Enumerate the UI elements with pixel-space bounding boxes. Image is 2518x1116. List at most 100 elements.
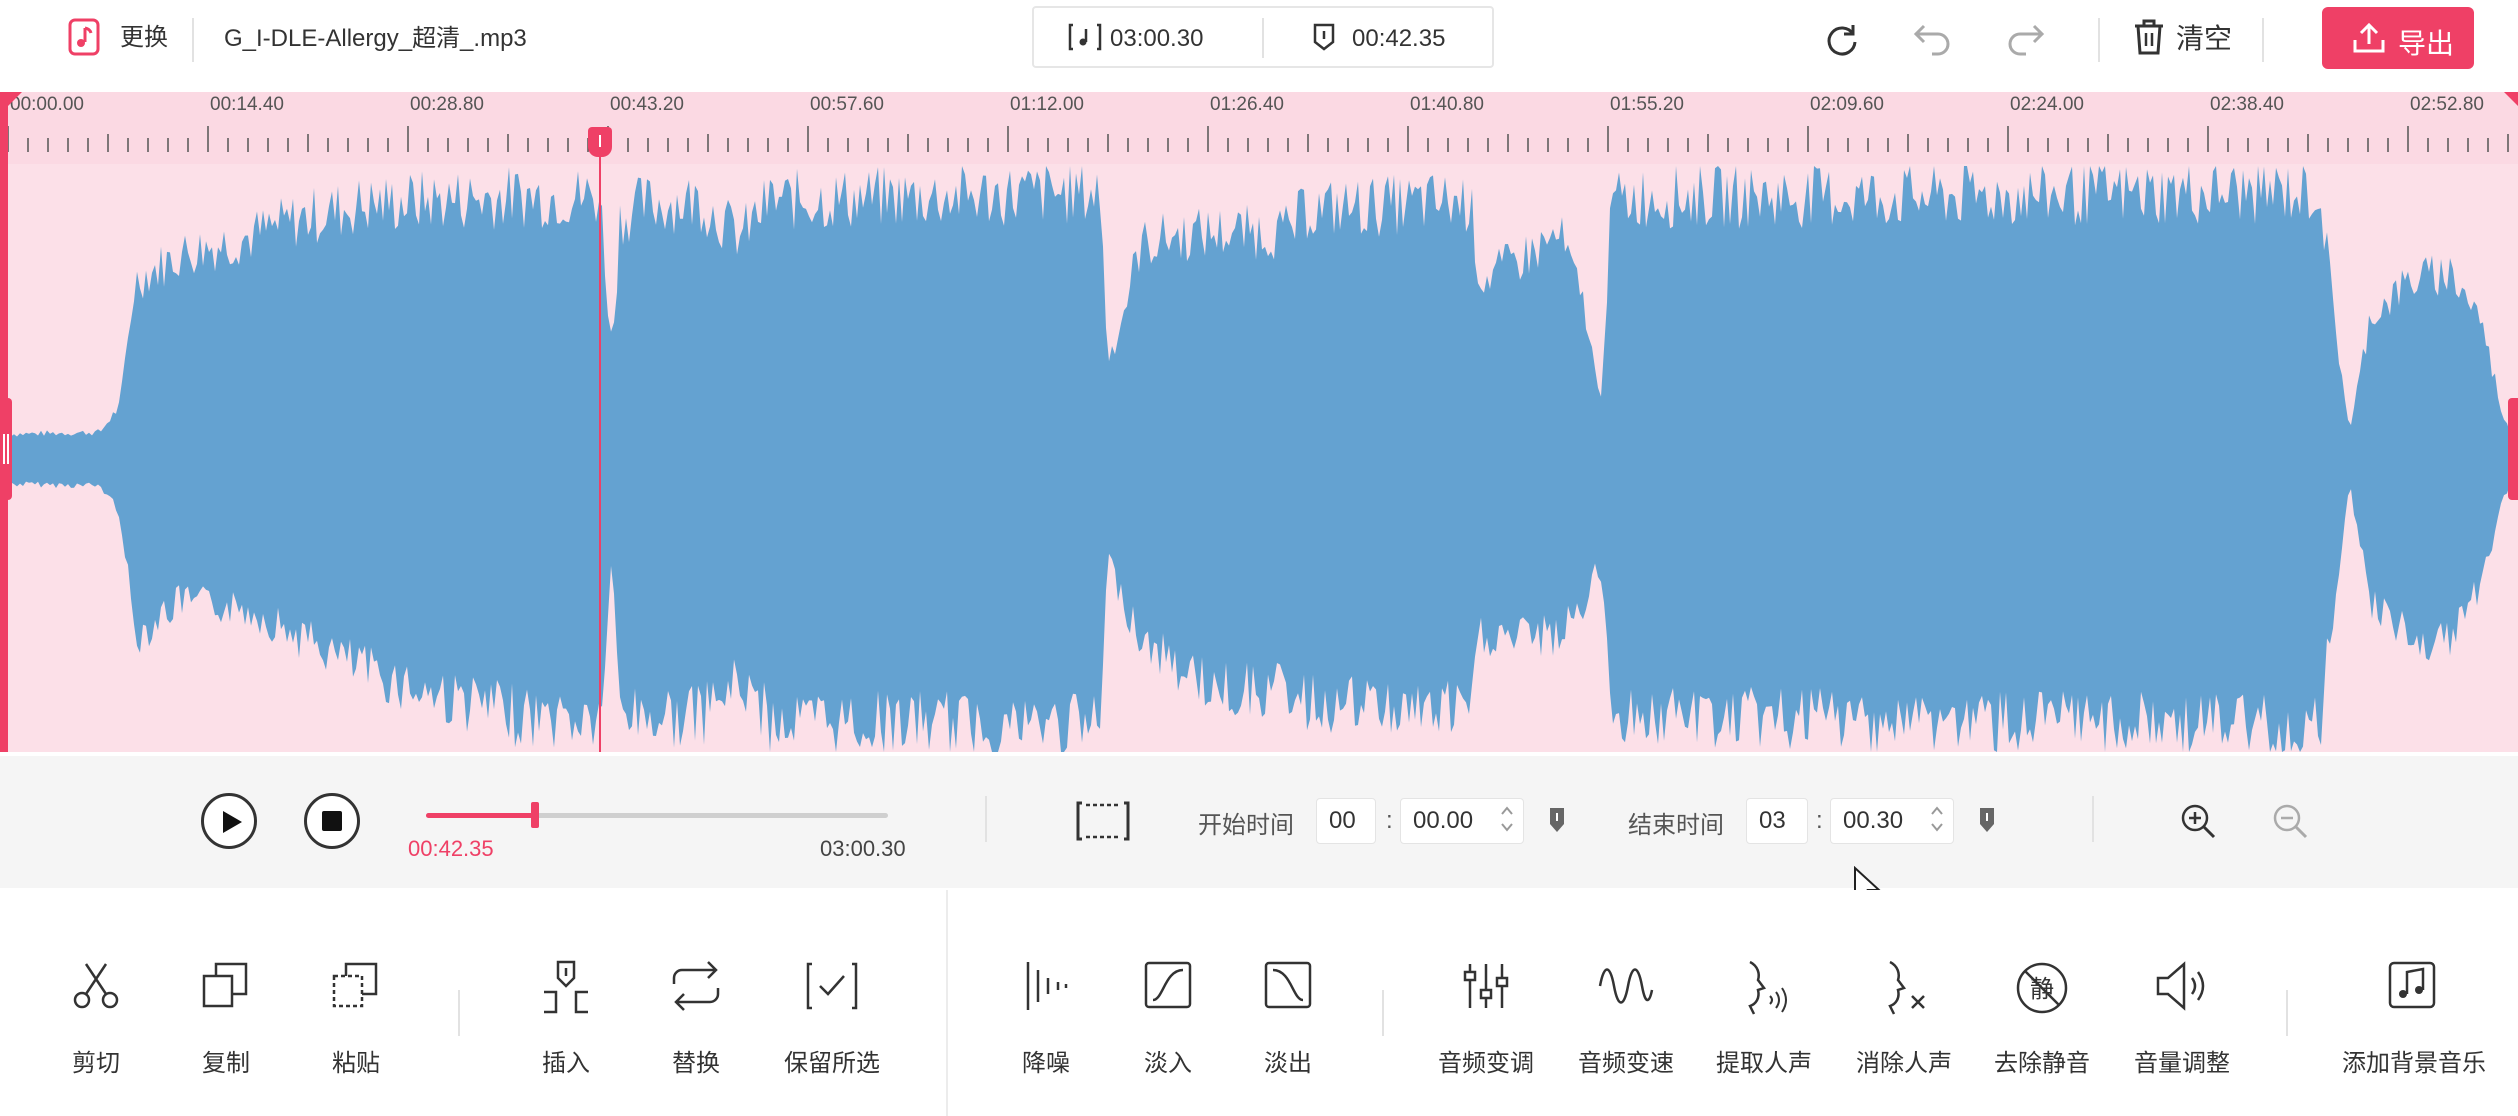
ruler-label: 00:28.80 [410,94,484,115]
remove-silence-tool[interactable]: 静 去除静音 [1972,960,2112,1080]
replace-label: 更换 [120,24,168,51]
undo-icon[interactable] [1912,22,1954,61]
add-bgm-label: 添加背景音乐 [2342,1050,2486,1077]
extract-vocal-tool[interactable]: 提取人声 [1694,960,1834,1080]
play-icon [223,811,242,833]
ruler-label: 00:00.00 [10,94,84,115]
total-duration-icon [1068,23,1102,56]
fade-out-tool[interactable]: 淡出 [1218,960,1358,1080]
paste-label: 粘贴 [332,1050,380,1077]
redo-icon[interactable] [2004,22,2046,61]
vocal-extract-icon [1748,960,1787,1015]
select-all-icon[interactable] [1076,800,1130,847]
start-stepper-icon[interactable] [1500,802,1514,841]
denoise-tool[interactable]: 降噪 [976,960,1116,1080]
swap-icon [672,961,720,1011]
music-file-icon [68,18,100,61]
divider [1262,18,1264,58]
ruler-label: 02:38.40 [2210,94,2284,115]
copy-label: 复制 [202,1050,250,1077]
start-second-field[interactable]: 00.00 [1400,798,1524,844]
time-ruler[interactable] [8,92,2518,164]
pitch-tool[interactable]: 音频变调 [1416,960,1556,1080]
ruler-label: 02:24.00 [2010,94,2084,115]
upload-icon [2352,22,2386,61]
export-label: 导出 [2398,28,2455,59]
clear-button[interactable]: 清空 [2132,18,2236,62]
fade-in-icon [1144,961,1192,1009]
end-stepper-icon[interactable] [1930,802,1944,841]
start-minute-field[interactable]: 00 [1316,798,1376,844]
ruler-label: 00:14.40 [210,94,284,115]
file-name: G_I-DLE-Allergy_超清_.mp3 [224,25,527,52]
play-button[interactable] [201,793,257,849]
ruler-label: 01:26.40 [1210,94,1284,115]
remove-vocal-label: 消除人声 [1856,1050,1952,1077]
fade-in-label: 淡入 [1144,1050,1192,1077]
clear-label: 清空 [2176,23,2233,54]
denoise-label: 降噪 [1022,1050,1070,1077]
wave-icon [1598,968,1654,1004]
playhead-line [599,128,601,752]
edit-toolbar [0,890,2518,1116]
volume-tool[interactable]: 音量调整 [2112,960,2252,1080]
silence-glyph: 静 [2030,975,2054,1003]
copy-icon [202,962,248,1008]
denoise-icon [1026,962,1068,1010]
paste-icon [332,962,378,1008]
fade-out-label: 淡出 [1264,1050,1312,1077]
playhead-handle[interactable] [588,127,612,157]
insert-icon [544,960,588,1014]
fade-out-icon [1264,961,1312,1009]
selection-end-handle[interactable] [2508,398,2518,500]
time-info-box: 03:00.30 00:42.35 [1032,6,1494,68]
cursor-time: 00:42.35 [1352,25,1446,52]
progress-handle[interactable] [530,802,539,828]
volume-icon [2156,961,2205,1011]
panel-divider [946,890,948,1116]
set-start-marker-icon[interactable] [1548,806,1566,839]
divider [2262,18,2264,62]
speed-tool[interactable]: 音频变速 [1556,960,1696,1080]
end-minute-field[interactable]: 03 [1746,798,1808,844]
ruler-label: 00:43.20 [610,94,684,115]
zoom-out-icon[interactable] [2271,802,2309,845]
keep-selection-label: 保留所选 [784,1050,880,1077]
divider [985,796,987,842]
paste-tool[interactable]: 粘贴 [286,960,426,1080]
current-time: 00:42.35 [408,836,494,861]
ruler-label: 01:12.00 [1010,94,1084,115]
fade-in-tool[interactable]: 淡入 [1098,960,1238,1080]
copy-tool[interactable]: 复制 [156,960,296,1080]
total-time: 03:00.30 [820,836,906,861]
selection-start-handle[interactable] [0,398,12,500]
divider [458,990,460,1036]
insert-label: 插入 [542,1050,590,1077]
stop-icon [322,811,342,831]
replace-label: 替换 [672,1050,720,1077]
export-button[interactable]: 导出 [2322,7,2474,69]
remove-vocal-tool[interactable]: 消除人声 [1834,960,1974,1080]
zoom-in-icon[interactable] [2179,802,2217,845]
replace-file-button[interactable]: 更换 [64,16,174,60]
selection-end-corner [2504,92,2518,106]
stop-button[interactable] [304,793,360,849]
replace-tool[interactable]: 替换 [626,960,766,1080]
colon: : [1816,807,1823,834]
reset-icon[interactable] [1822,20,1862,65]
keep-selection-tool[interactable]: 保留所选 [762,960,902,1080]
insert-tool[interactable]: 插入 [496,960,636,1080]
add-bgm-tool[interactable]: 添加背景音乐 [2342,960,2486,1080]
divider [1382,990,1384,1036]
waveform [8,166,2516,752]
set-end-marker-icon[interactable] [1978,806,1996,839]
cut-tool[interactable]: 剪切 [26,960,166,1080]
music-note-icon [2388,961,2436,1009]
divider [192,18,194,62]
volume-label: 音量调整 [2134,1050,2230,1077]
silence-icon: 静 [2016,962,2068,1014]
end-second-field[interactable]: 00.30 [1830,798,1954,844]
ruler-label: 02:52.80 [2410,94,2484,115]
progress-track[interactable] [426,813,888,818]
end-time-label: 结束时间 [1628,812,1724,839]
